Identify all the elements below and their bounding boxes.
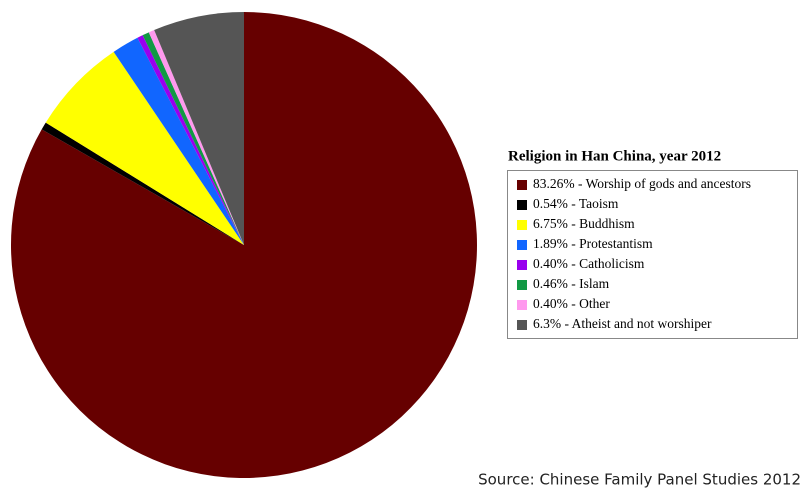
pie-slice — [137, 35, 244, 246]
pie-slice — [148, 30, 244, 245]
legend-title: Religion in Han China, year 2012 — [508, 148, 721, 164]
legend-box — [507, 170, 798, 339]
legend-swatch — [517, 240, 527, 250]
legend-swatch — [517, 280, 527, 290]
pie-slice — [41, 122, 245, 245]
pie-slice — [113, 37, 245, 246]
pie-slice — [10, 12, 477, 478]
legend-swatch — [517, 200, 527, 210]
legend-label: 0.54% - Taoism — [533, 196, 619, 211]
legend-swatch — [517, 260, 527, 270]
pie-slice — [142, 32, 244, 245]
legend-swatch — [517, 300, 527, 310]
legend-label: 0.40% - Catholicism — [533, 256, 645, 271]
legend-swatch — [517, 220, 527, 230]
source: Source: Chinese Family Panel Studies 201… — [478, 471, 801, 489]
legend-label: 0.46% - Islam — [533, 276, 610, 291]
legend-label: 0.40% - Other — [533, 296, 610, 311]
legend-swatch — [517, 320, 527, 330]
pie-slice — [45, 51, 244, 246]
legend-label: 6.3% - Atheist and not worshiper — [533, 316, 712, 331]
legend-label: 83.26% - Worship of gods and ancestors — [533, 176, 751, 191]
legend-label: 6.75% - Buddhism — [533, 216, 635, 231]
legend-label: 1.89% - Protestantism — [533, 236, 653, 251]
legend-swatch — [517, 180, 527, 190]
pie-slice — [154, 11, 244, 245]
